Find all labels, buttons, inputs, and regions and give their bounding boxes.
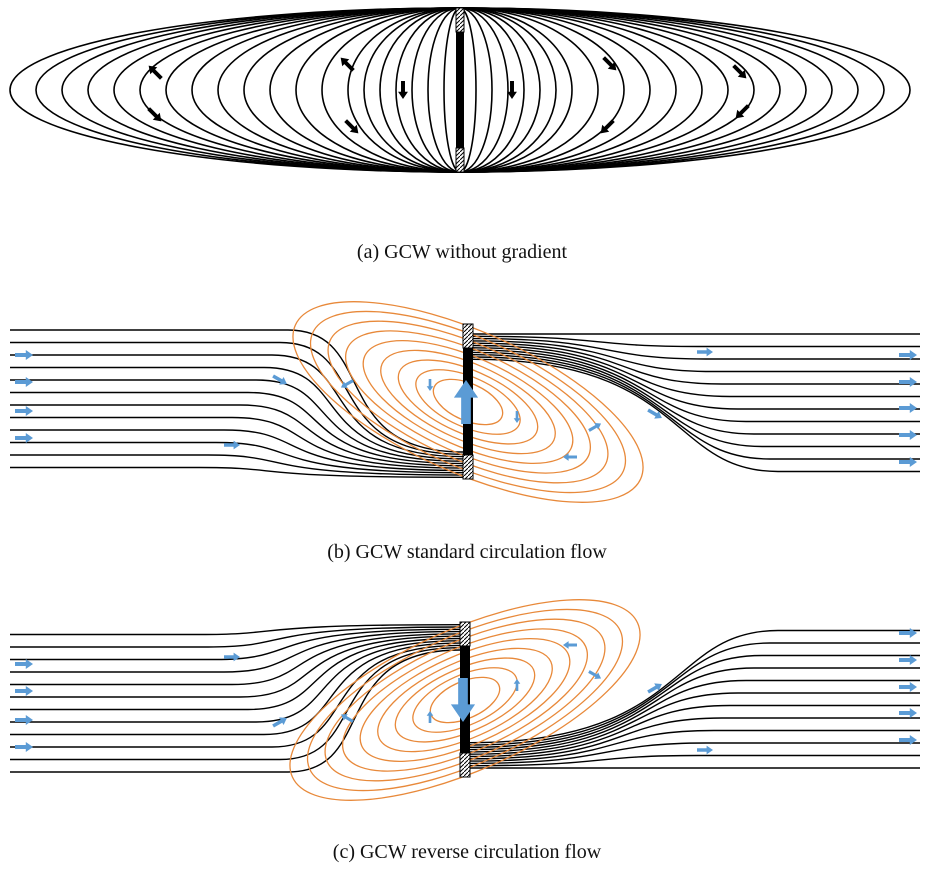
screen [463, 324, 473, 348]
flow-arrow [563, 641, 577, 649]
figure: (a) GCW without gradient (b) GCW standar… [0, 0, 928, 873]
caption: (a) GCW without gradient [357, 241, 568, 263]
flow-arrow [271, 714, 289, 730]
flow-arrow [342, 117, 362, 137]
screen [456, 8, 464, 32]
flow-arrow [427, 379, 434, 391]
streamline [10, 330, 463, 452]
flow-arrow [271, 372, 289, 388]
flow-arrow [15, 406, 33, 416]
streamline [470, 643, 920, 745]
screen [463, 455, 473, 479]
flow-arrow [224, 441, 240, 450]
flow-arrow [15, 715, 33, 725]
caption: (b) GCW standard circulation flow [327, 541, 607, 563]
panel-c [10, 559, 920, 842]
flow-arrow [563, 453, 577, 461]
flow-arrow [899, 377, 917, 387]
flow-arrow [697, 746, 713, 755]
flow-arrow [697, 348, 713, 357]
flow-arrow [15, 686, 33, 696]
flow-arrow [899, 430, 917, 440]
flow-arrow [587, 668, 603, 682]
streamline [10, 650, 460, 772]
flow-arrow [597, 117, 617, 137]
streamline [470, 656, 920, 748]
well [456, 8, 464, 172]
flow-arrow [514, 679, 521, 691]
flow-arrow [398, 81, 408, 99]
caption: (c) GCW reverse circulation flow [333, 841, 602, 863]
streamline [470, 756, 920, 766]
flow-arrow [15, 742, 33, 752]
flow-arrow [224, 653, 240, 662]
streamline [473, 357, 920, 459]
screen [456, 148, 464, 172]
panel-b [10, 261, 920, 544]
flow-arrow [899, 403, 917, 413]
flow-arrow [899, 682, 917, 692]
flow-arrow [15, 659, 33, 669]
streamline [473, 355, 920, 447]
screen [460, 753, 470, 777]
flow-arrow [899, 628, 917, 638]
flow-arrow [15, 350, 33, 360]
streamline [473, 336, 920, 346]
flow-arrow [899, 708, 917, 718]
flow-arrow [15, 433, 33, 443]
screen [460, 622, 470, 646]
flow-arrow [899, 655, 917, 665]
flow-arrow [15, 377, 33, 387]
page: {"panels": [ {"caption": "(a) GCW withou… [0, 0, 928, 873]
panel-a [10, 8, 910, 172]
